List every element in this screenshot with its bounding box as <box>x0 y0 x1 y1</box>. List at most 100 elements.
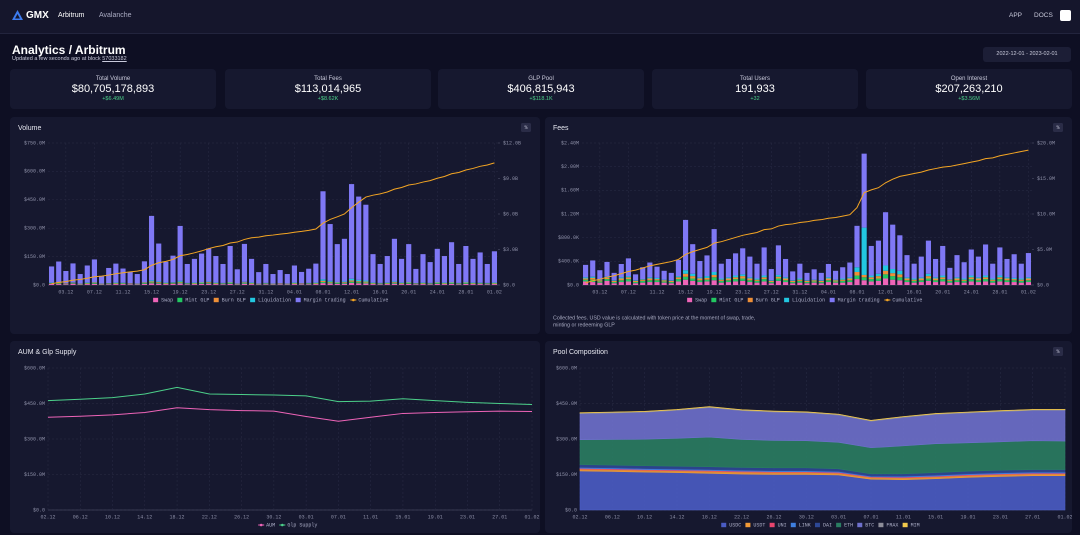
bar-segment <box>733 275 739 278</box>
bar-segment <box>718 263 724 279</box>
bar-segment <box>611 280 617 283</box>
legend-label: Mint GLP <box>719 297 743 303</box>
legend-label: Swap <box>161 297 173 303</box>
percent-toggle[interactable]: % <box>1056 125 1059 131</box>
bar-segment <box>420 282 426 284</box>
y2-tick-label: $3.0B <box>503 247 518 253</box>
bar-segment <box>413 283 419 285</box>
bar-segment <box>761 279 767 282</box>
bar-segment <box>583 278 589 280</box>
bar-segment <box>868 275 874 278</box>
bar-segment <box>590 277 596 280</box>
bar-segment <box>897 235 903 271</box>
bar-segment <box>875 280 881 285</box>
x-tick-label: 10.12 <box>637 514 652 520</box>
bar-segment <box>875 240 881 274</box>
bar-segment <box>697 282 703 285</box>
bar-segment <box>170 255 176 283</box>
x-tick-label: 11.01 <box>363 514 378 520</box>
nav-link[interactable]: Arbitrum <box>58 12 85 19</box>
percent-toggle[interactable]: % <box>524 125 527 131</box>
bar-segment <box>413 284 419 285</box>
bar-segment <box>711 274 717 278</box>
bar-segment <box>668 282 674 284</box>
bar-segment <box>227 281 233 283</box>
bar-segment <box>206 282 212 284</box>
bar-segment <box>241 281 247 283</box>
bar-segment <box>263 284 269 285</box>
bar-segment <box>625 258 631 277</box>
chart: AUM & Glp Supply $0.0 $150.0M $300.0M $450.0… <box>18 349 540 528</box>
bar-segment <box>811 269 817 280</box>
fees-panel: Fees% $0.0 $400.0K $800.0K $1.20M $1.60M $2.00… <box>545 117 1072 334</box>
legend-marker <box>177 297 183 303</box>
bar-segment <box>191 284 197 285</box>
legend-label: BTC <box>865 522 874 528</box>
bar-segment <box>654 277 660 280</box>
bar-segment <box>804 283 810 285</box>
bar-segment <box>783 277 789 279</box>
block-link[interactable]: 57033182 <box>102 56 127 62</box>
y-tick-label: $0.0 <box>33 507 45 513</box>
bar-segment <box>961 280 967 283</box>
nav-link[interactable]: Avalanche <box>99 12 132 19</box>
bar-segment <box>420 254 426 283</box>
bar-segment <box>597 279 603 281</box>
stat-value: $80,705,178,893 <box>71 83 155 95</box>
bar-segment <box>470 284 476 285</box>
x-tick-label: 27.12 <box>764 289 779 295</box>
percent-toggle[interactable]: % <box>1056 349 1059 355</box>
bar-segment <box>733 279 739 282</box>
x-tick-label: 19.12 <box>173 289 188 295</box>
bar-segment <box>711 229 717 272</box>
bar-segment <box>49 266 55 283</box>
bar-segment <box>633 283 639 285</box>
bar-segment <box>704 279 710 282</box>
bar-segment <box>675 276 681 278</box>
bar-segment <box>270 284 276 285</box>
bar-segment <box>370 283 376 285</box>
bar-segment <box>883 274 889 279</box>
x-tick-label: 08.01 <box>849 289 864 295</box>
settings-button[interactable] <box>1060 10 1071 21</box>
bar-segment <box>675 259 681 277</box>
bar-segment <box>933 280 939 283</box>
bar-segment <box>683 270 689 274</box>
y2-tick-label: $9.0B <box>503 176 518 182</box>
x-tick-label: 26.12 <box>234 514 249 520</box>
bar-segment <box>491 284 497 285</box>
date-range-picker[interactable]: 2022-12-01 - 2023-02-01 <box>983 47 1071 62</box>
bar-segment <box>783 282 789 285</box>
bar-segment <box>997 247 1003 276</box>
bar-segment <box>904 280 910 283</box>
bar-segment <box>449 283 455 284</box>
bar-segment <box>625 279 631 282</box>
legend-marker <box>829 297 835 303</box>
bar-segment <box>611 282 617 284</box>
bar-segment <box>718 280 724 283</box>
bar-segment <box>925 276 931 279</box>
x-tick-label: 30.12 <box>266 514 281 520</box>
bar-segment <box>890 224 896 270</box>
bar-segment <box>106 284 112 285</box>
bar-segment <box>968 277 974 280</box>
bar-segment <box>399 284 405 285</box>
bar-segment <box>768 282 774 284</box>
bar-segment <box>1025 253 1031 278</box>
legend-marker <box>295 297 301 303</box>
logo-text[interactable]: GMX <box>26 10 49 21</box>
bar-segment <box>1018 263 1024 279</box>
legend-label: DAI <box>823 522 832 528</box>
bar-segment <box>990 282 996 285</box>
nav-link[interactable]: DOCS <box>1034 12 1053 19</box>
bar-segment <box>754 279 760 281</box>
nav-link[interactable]: APP <box>1009 12 1023 19</box>
y-tick-label: $750.0M <box>24 140 45 146</box>
bar-segment <box>761 247 767 276</box>
x-tick-label: 27.01 <box>492 514 507 520</box>
bar-segment <box>825 278 831 281</box>
bar-segment <box>291 283 297 285</box>
legend-label: LINK <box>799 522 811 528</box>
bar-segment <box>597 282 603 285</box>
bar-segment <box>220 263 226 283</box>
